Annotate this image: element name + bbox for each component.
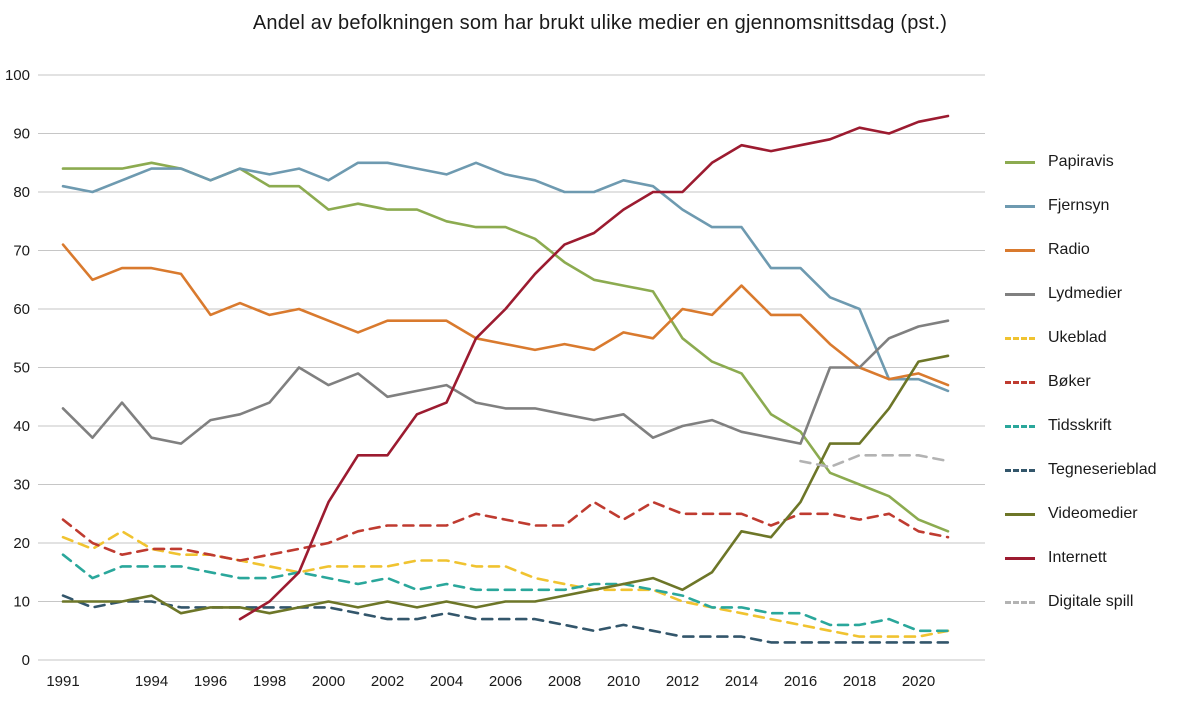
legend-line-videomedier [1005,512,1035,516]
chart-title: Andel av befolkningen som har brukt ulik… [252,12,948,34]
legend-item-papiravis: Papiravis [1005,150,1157,174]
series-line-fjernsyn [61,161,950,393]
legend-label-radio: Radio [1048,241,1090,258]
legend-item-ukeblad: Ukeblad [1005,326,1157,350]
y-axis-label-70: 70 [13,243,30,260]
legend-label-boker: Bøker [1048,373,1091,390]
y-axis-label-20: 20 [13,535,30,552]
legend-item-boker: Bøker [1005,370,1157,394]
series-line-papiravis [61,161,950,533]
x-axis-label-2010: 2010 [607,673,640,690]
series-line-internett [238,114,950,621]
legend-item-digitale-spill: Digitale spill [1005,590,1157,614]
x-axis-label-2016: 2016 [784,673,817,690]
legend-item-fjernsyn: Fjernsyn [1005,194,1157,218]
legend-line-fjernsyn [1005,204,1035,208]
y-axis-label-10: 10 [13,594,30,611]
legend-label-internett: Internett [1048,549,1107,566]
legend-line-ukeblad [1005,336,1035,340]
x-axis-label-2006: 2006 [489,673,522,690]
chart-legend: Papiravis Fjernsyn Radio Lydmedier Ukebl… [1005,150,1157,634]
legend-line-lydmedier [1005,292,1035,296]
series-line-tidsskrift [61,553,950,633]
y-axis-label-100: 100 [5,67,30,84]
legend-label-ukeblad: Ukeblad [1048,329,1107,346]
legend-label-papiravis: Papiravis [1048,153,1114,170]
y-axis-label-90: 90 [13,126,30,143]
x-axis-label-1991: 1991 [46,673,79,690]
legend-line-tidsskrift [1005,424,1035,428]
x-axis-label-2012: 2012 [666,673,699,690]
legend-line-boker [1005,380,1035,384]
y-axis-label-30: 30 [13,477,30,494]
legend-line-papiravis [1005,160,1035,164]
x-axis-label-2020: 2020 [902,673,935,690]
y-axis-label-50: 50 [13,360,30,377]
legend-label-lydmedier: Lydmedier [1048,285,1123,302]
series-line-ukeblad [61,530,950,638]
legend-item-tidsskrift: Tidsskrift [1005,414,1157,438]
x-axis-label-2018: 2018 [843,673,876,690]
y-axis-label-60: 60 [13,301,30,318]
series-line-videomedier [61,354,950,615]
x-axis-label-1996: 1996 [194,673,227,690]
legend-line-radio [1005,248,1035,252]
x-axis-label-2004: 2004 [430,673,463,690]
x-axis-label-2014: 2014 [725,673,758,690]
legend-item-tegneserieblad: Tegneserieblad [1005,458,1157,482]
series-line-digitale-spill [799,454,950,469]
series-line-lydmedier [61,319,950,445]
legend-label-videomedier: Videomedier [1048,505,1138,522]
legend-item-videomedier: Videomedier [1005,502,1157,526]
x-axis-label-2008: 2008 [548,673,581,690]
series-line-boker [61,500,950,562]
legend-label-tidsskrift: Tidsskrift [1048,417,1112,434]
x-axis-label-1994: 1994 [135,673,168,690]
x-axis-label-2000: 2000 [312,673,345,690]
legend-line-digitale-spill [1005,600,1035,604]
legend-item-internett: Internett [1005,546,1157,570]
legend-item-lydmedier: Lydmedier [1005,282,1157,306]
y-axis-label-40: 40 [13,418,30,435]
x-axis-label-1998: 1998 [253,673,286,690]
y-axis-label-0: 0 [22,652,30,669]
y-axis-label-80: 80 [13,184,30,201]
legend-line-tegneserieblad [1005,468,1035,472]
x-axis-label-2002: 2002 [371,673,404,690]
legend-label-fjernsyn: Fjernsyn [1048,197,1110,214]
legend-item-radio: Radio [1005,238,1157,262]
legend-label-tegneserieblad: Tegneserieblad [1048,461,1157,478]
legend-label-digitale-spill: Digitale spill [1048,593,1134,610]
legend-line-internett [1005,556,1035,560]
series-line-radio [61,243,950,387]
series-line-tegneserieblad [61,594,950,644]
